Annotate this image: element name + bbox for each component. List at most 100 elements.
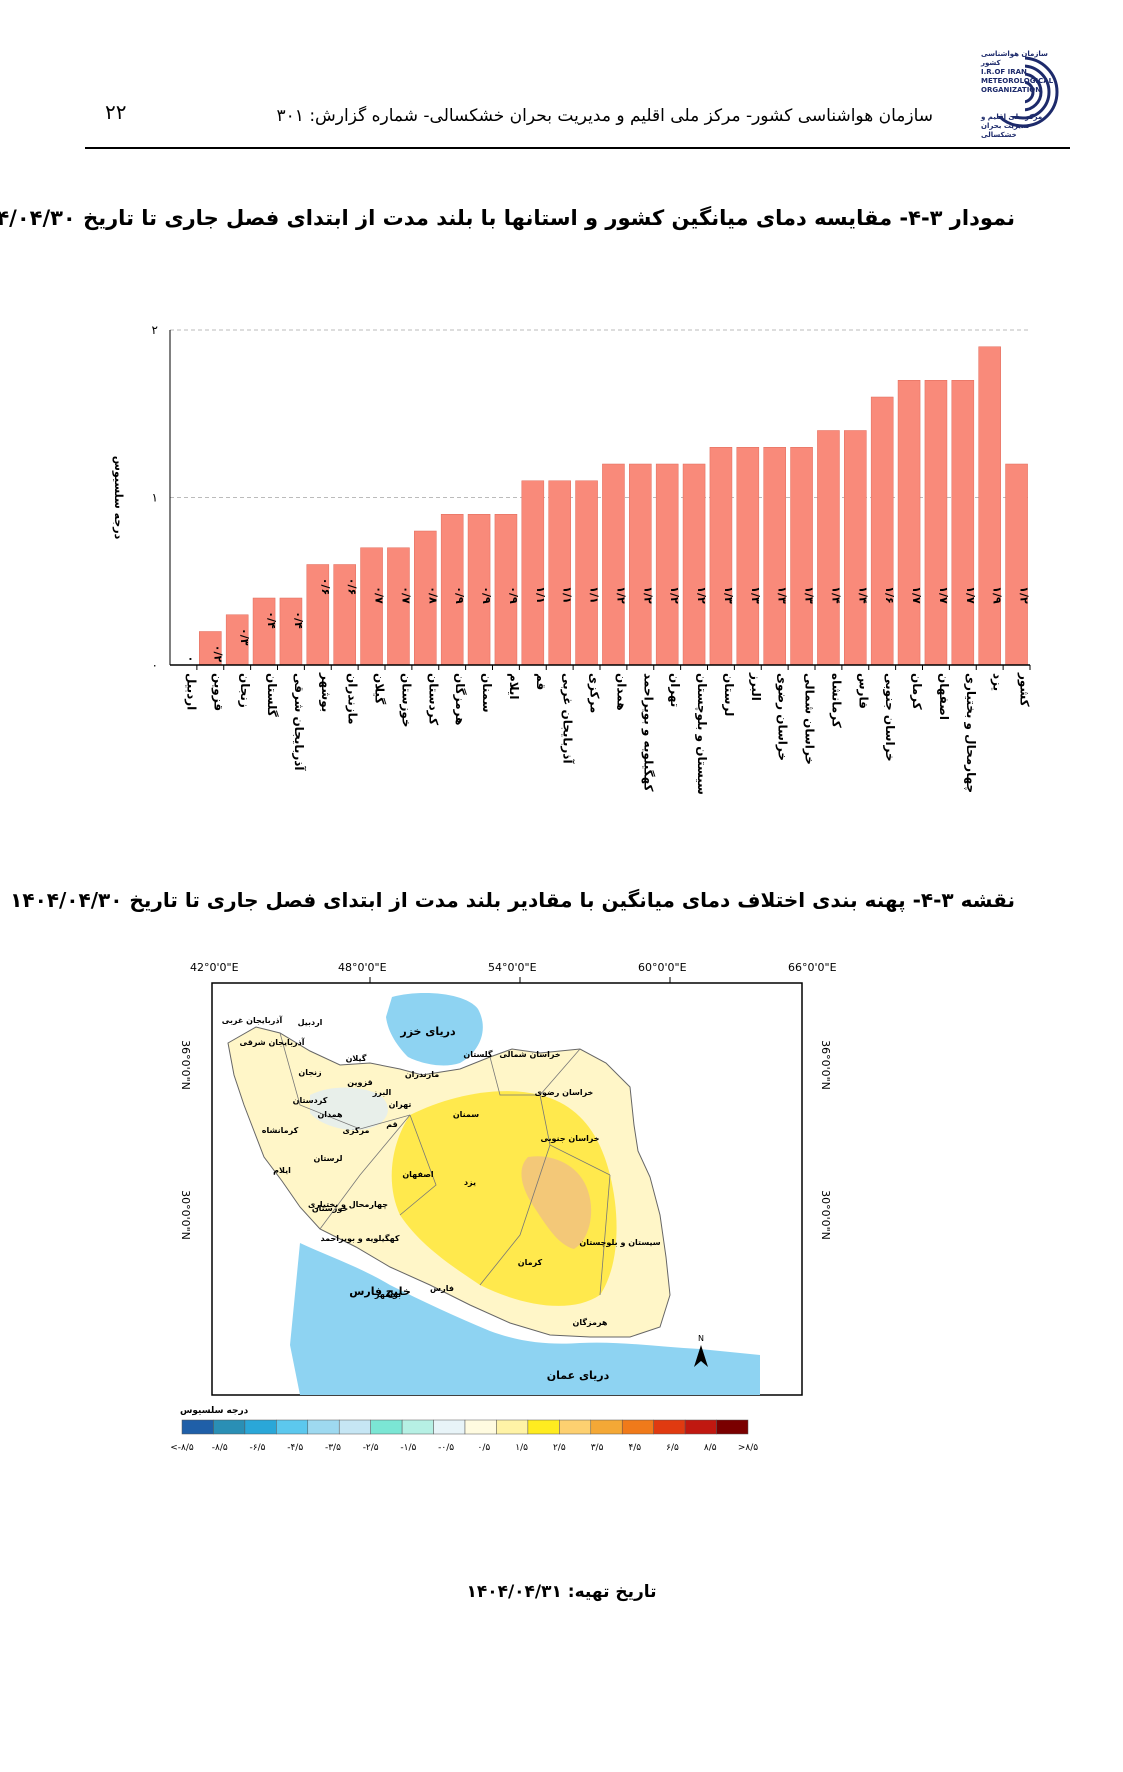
longitude-label: 48°0'0"E xyxy=(338,961,387,974)
preparation-date: تاریخ تهیه: ۱۴۰۴/۰۴/۳۱ xyxy=(466,1582,657,1602)
x-tick-label: کرمان xyxy=(910,673,924,710)
legend-swatch xyxy=(181,1419,214,1435)
province-label: مرکزی xyxy=(343,1126,370,1135)
logo-line: مرکز ملی اقلیم و xyxy=(981,113,1043,121)
bar xyxy=(629,463,652,666)
legend-title: درجه سلسیوس xyxy=(180,1406,249,1416)
bar xyxy=(736,447,760,666)
legend-label: >۸/۵ xyxy=(738,1443,758,1453)
data-label: ۱/۳ xyxy=(803,586,816,604)
x-tick-label: همدان xyxy=(614,673,628,711)
latitude-label-right: 30°0'0"N xyxy=(819,1190,832,1240)
legend-swatch xyxy=(559,1419,592,1435)
legend-label: ۴/۵ xyxy=(628,1443,641,1453)
legend-swatch xyxy=(653,1419,686,1435)
legend-label: -۰/۵ xyxy=(438,1443,454,1453)
legend-label: ۰/۵ xyxy=(478,1443,491,1453)
water-label-caspian: دریای خزر xyxy=(399,1025,456,1038)
legend-label: -۳/۵ xyxy=(325,1443,341,1453)
latitude-label-right: 36°0'0"N xyxy=(819,1040,832,1090)
x-tick-label: زنجان xyxy=(238,673,252,708)
data-label: ۰/۴ xyxy=(265,611,278,629)
x-tick-label: ایلام xyxy=(506,673,521,700)
page-number: ۲۲ xyxy=(105,100,127,124)
province-label: ایلام xyxy=(273,1166,291,1175)
caspian-sea xyxy=(386,993,483,1066)
province-label: یزد xyxy=(464,1178,476,1187)
x-tick-label: قم xyxy=(534,673,548,690)
province-label: خوزستان xyxy=(312,1204,349,1213)
bar xyxy=(602,463,625,666)
legend-label: -۸/۵ xyxy=(212,1443,228,1453)
logo-line: سازمان هواشناسی کشور xyxy=(981,50,1048,67)
legend-label: ۶/۵ xyxy=(666,1443,679,1453)
bar xyxy=(252,597,276,666)
x-tick-label: مرکزی xyxy=(588,673,602,713)
x-tick-label: کردستان xyxy=(426,673,440,725)
persian-gulf xyxy=(290,1243,760,1395)
province-label: خراسان رضوی xyxy=(535,1088,594,1097)
x-tick-label: کهگیلویه و بویراحمد xyxy=(640,673,655,792)
x-tick-label: هرمزگان xyxy=(453,673,467,725)
data-label: ۰/۷ xyxy=(399,586,412,604)
bar xyxy=(817,430,840,666)
province-label: بوشهر xyxy=(374,1290,401,1299)
x-tick-label: خراسان شمالی xyxy=(803,673,817,765)
legend-label: <-۸/۵ xyxy=(170,1443,194,1453)
x-tick-label: خراسان جنوبی xyxy=(882,673,897,762)
page-header: ۲۲ سازمان هواشناسی کشور- مرکز ملی اقلیم … xyxy=(0,0,1123,150)
bar xyxy=(387,547,410,666)
bar xyxy=(978,346,1001,666)
legend-label: ۸/۵ xyxy=(704,1443,717,1453)
bar xyxy=(1005,463,1028,666)
legend-swatch xyxy=(307,1419,340,1435)
x-tick-label: مازندران xyxy=(346,673,360,725)
data-label: ۱/۳ xyxy=(749,586,762,604)
bar xyxy=(575,480,598,666)
province-label: آذربایجان شرقی xyxy=(239,1037,304,1047)
province-borders xyxy=(279,1032,611,1296)
water-label-oman: دریای عمان xyxy=(547,1369,610,1382)
data-label: ۰ xyxy=(184,656,197,663)
legend-swatch xyxy=(244,1419,277,1435)
logo-line: مدیریت بحران خشکسالی xyxy=(981,122,1030,139)
bar xyxy=(924,380,948,666)
logo-line: ORGANIZATION xyxy=(981,86,1042,94)
legend-swatch xyxy=(433,1419,466,1435)
data-label: ۰/۷ xyxy=(373,586,386,604)
x-tick-label: کرمانشاه xyxy=(829,673,843,728)
x-tick-label: سیستان و بلوچستان xyxy=(694,673,709,795)
bar xyxy=(790,447,813,666)
bar xyxy=(709,447,733,666)
data-label: ۰/۹ xyxy=(480,586,493,604)
bar xyxy=(844,430,867,666)
province-label: گلستان xyxy=(463,1049,493,1059)
report-header-line: سازمان هواشناسی کشور- مرکز ملی اقلیم و م… xyxy=(276,106,933,126)
legend-swatch xyxy=(370,1419,403,1435)
legend-swatch xyxy=(716,1419,749,1435)
organization-logo xyxy=(987,56,1059,128)
longitude-label: 42°0'0"E xyxy=(190,961,239,974)
province-label: هرمزگان xyxy=(573,1317,608,1327)
data-label: ۱/۲ xyxy=(668,586,681,604)
data-label: ۰/۹ xyxy=(453,586,466,604)
x-tick-label: لرستان xyxy=(722,673,736,716)
x-tick-label: یزد xyxy=(991,673,1005,691)
longitude-label: 60°0'0"E xyxy=(638,961,687,974)
bar xyxy=(897,380,921,666)
province-label: گیلان xyxy=(346,1053,367,1063)
bar xyxy=(870,396,894,666)
bar xyxy=(655,463,679,666)
province-label: فارس xyxy=(430,1284,454,1294)
data-label: ۱/۴ xyxy=(856,586,869,604)
legend-label: -۱/۵ xyxy=(400,1443,416,1453)
x-tick-label: گلستان xyxy=(265,673,279,717)
data-label: ۱/۱ xyxy=(561,586,574,603)
x-tick-label: سمنان xyxy=(480,673,494,713)
province-label: زنجان xyxy=(298,1068,322,1077)
province-label: البرز xyxy=(372,1088,392,1097)
x-tick-label: بوشهر xyxy=(318,672,333,712)
bar-chart: ۰ ۱ ۲ درجه سلسیوس ۰ اردبیل ۰/۲ قزوین ۰/۳ زنجان ۰/۴… xyxy=(112,323,1032,795)
legend-swatch xyxy=(527,1419,560,1435)
cool-zone xyxy=(310,1087,388,1131)
